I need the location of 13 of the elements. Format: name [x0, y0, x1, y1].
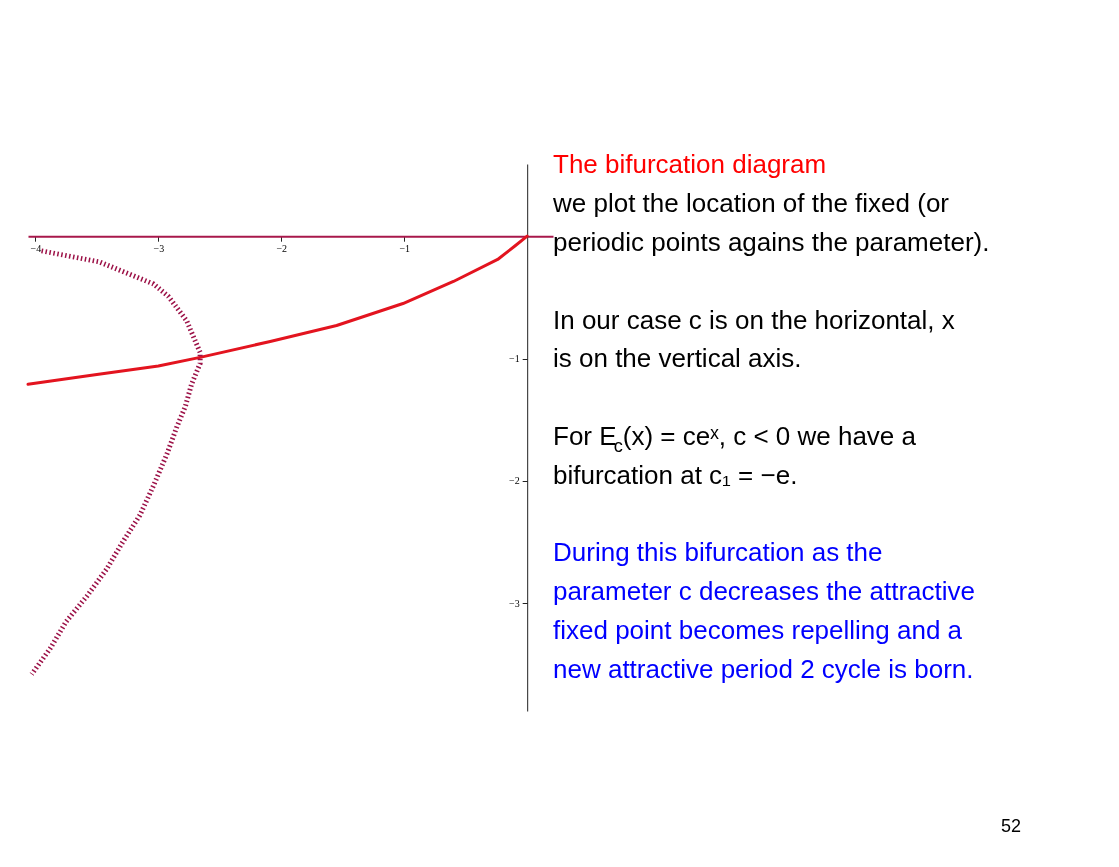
y-tick-label: −1	[509, 353, 520, 365]
line-series	[26, 234, 529, 386]
annotation: In our case c is on the horizontal, x is on the vertical axis.	[553, 304, 955, 374]
annotation: we plot the location of the fixed (or periodic points agains the parameter).	[552, 188, 990, 257]
y-tick-label: −3	[509, 597, 520, 609]
text: The bifurcation diagram	[553, 148, 827, 179]
text: 52	[1000, 816, 1021, 836]
x-tick-label: −4	[30, 242, 42, 254]
x-tick-label: −2	[276, 242, 288, 254]
y-tick-label: −2	[509, 475, 520, 487]
x-tick-label: −3	[153, 242, 165, 254]
x-tick-label: −1	[399, 242, 411, 254]
annotation: During this bifurcation as the parameter c decreases the attractive fixed point becomes repelling and a new attractive period 2 cycle is born.	[553, 537, 975, 684]
